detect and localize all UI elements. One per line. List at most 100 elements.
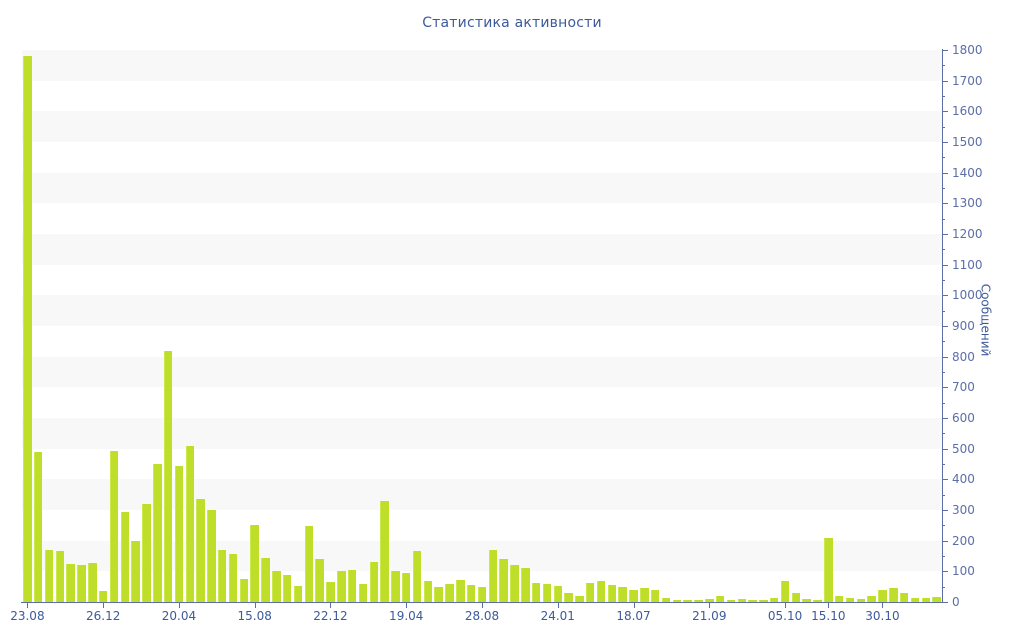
bar[interactable] [596, 581, 606, 602]
bar[interactable] [813, 599, 822, 602]
bar[interactable] [726, 599, 736, 602]
bar[interactable] [510, 564, 519, 602]
bar[interactable] [218, 549, 227, 602]
bar[interactable] [650, 590, 660, 602]
bar[interactable] [867, 596, 876, 602]
bar[interactable] [282, 575, 292, 602]
bar[interactable] [207, 510, 216, 602]
bar[interactable] [261, 557, 270, 602]
bar[interactable] [531, 583, 541, 602]
bar[interactable] [304, 525, 314, 602]
bar[interactable] [445, 583, 454, 602]
bar[interactable] [683, 599, 692, 602]
bar[interactable] [672, 599, 682, 602]
y-axis-tick-label: 500 [952, 441, 975, 456]
bar[interactable] [715, 596, 725, 602]
bar[interactable] [131, 540, 140, 602]
y-axis-minor-tick [942, 586, 945, 588]
bar[interactable] [369, 562, 378, 602]
bar[interactable] [553, 586, 562, 602]
bar[interactable] [910, 598, 920, 602]
bar[interactable] [456, 579, 465, 602]
bar[interactable] [380, 500, 389, 602]
bar[interactable] [228, 553, 238, 602]
plot-area [22, 50, 942, 602]
y-axis-tick-label: 600 [952, 411, 975, 425]
bar[interactable] [120, 511, 130, 602]
bar[interactable] [196, 499, 205, 602]
bar[interactable] [402, 572, 411, 602]
bar[interactable] [423, 580, 433, 602]
bar[interactable] [618, 587, 627, 602]
bar[interactable] [315, 559, 324, 602]
y-axis-tick [942, 142, 948, 143]
bar[interactable] [737, 598, 746, 602]
bar[interactable] [834, 596, 844, 602]
bar[interactable] [802, 598, 811, 602]
bar[interactable] [932, 597, 941, 602]
bar[interactable] [109, 451, 119, 602]
bar[interactable] [845, 598, 855, 602]
bar[interactable] [326, 582, 335, 602]
bar[interactable] [499, 559, 508, 602]
bar[interactable] [174, 465, 184, 602]
bar[interactable] [770, 598, 779, 602]
bar[interactable] [77, 564, 86, 602]
bar[interactable] [358, 583, 368, 602]
bar[interactable] [239, 579, 249, 602]
bar[interactable] [88, 562, 97, 602]
bar[interactable] [759, 599, 768, 602]
x-axis-tick-label: 24.01 [540, 609, 575, 623]
bar[interactable] [293, 586, 303, 602]
y-axis-minor-tick [942, 218, 945, 220]
bar[interactable] [163, 350, 173, 602]
bar[interactable] [780, 580, 790, 602]
y-axis-tick [942, 510, 948, 511]
bar[interactable] [921, 597, 930, 602]
bar[interactable] [466, 585, 476, 602]
bar[interactable] [791, 593, 801, 602]
bar[interactable] [748, 600, 757, 602]
bar[interactable] [185, 445, 194, 602]
bar[interactable] [488, 550, 498, 602]
bar[interactable] [337, 571, 346, 602]
bar[interactable] [272, 571, 281, 602]
bar[interactable] [347, 569, 357, 602]
bar[interactable] [98, 591, 108, 602]
bar[interactable] [889, 588, 898, 602]
bar[interactable] [434, 587, 443, 602]
bar[interactable] [153, 464, 162, 602]
bar[interactable] [391, 571, 400, 602]
bar[interactable] [477, 586, 487, 602]
bar[interactable] [661, 598, 671, 602]
bar[interactable] [824, 537, 833, 602]
bar[interactable] [55, 551, 65, 602]
bar[interactable] [66, 563, 75, 602]
bar[interactable] [23, 56, 32, 602]
bar[interactable] [521, 568, 530, 602]
bar[interactable] [694, 600, 703, 602]
y-axis-tick [942, 448, 948, 450]
bar[interactable] [705, 598, 714, 602]
bar[interactable] [640, 588, 649, 602]
y-axis-minor-tick [942, 249, 945, 251]
bar[interactable] [44, 549, 54, 602]
y-axis-minor-tick [942, 341, 945, 343]
y-axis-tick [942, 203, 948, 205]
x-axis-tick-label: 22.12 [313, 609, 348, 623]
x-axis-tick [330, 602, 332, 608]
bar[interactable] [542, 584, 552, 602]
bar[interactable] [412, 551, 422, 602]
bar[interactable] [250, 525, 259, 602]
bar[interactable] [629, 589, 638, 602]
bar[interactable] [899, 592, 909, 602]
bar[interactable] [856, 598, 866, 602]
bar[interactable] [575, 596, 584, 602]
bar[interactable] [607, 585, 617, 602]
bar[interactable] [564, 592, 573, 602]
bar[interactable] [878, 589, 887, 602]
y-axis-minor-tick [942, 402, 945, 404]
bar[interactable] [586, 583, 595, 602]
bar[interactable] [142, 503, 151, 602]
bar[interactable] [34, 451, 43, 602]
